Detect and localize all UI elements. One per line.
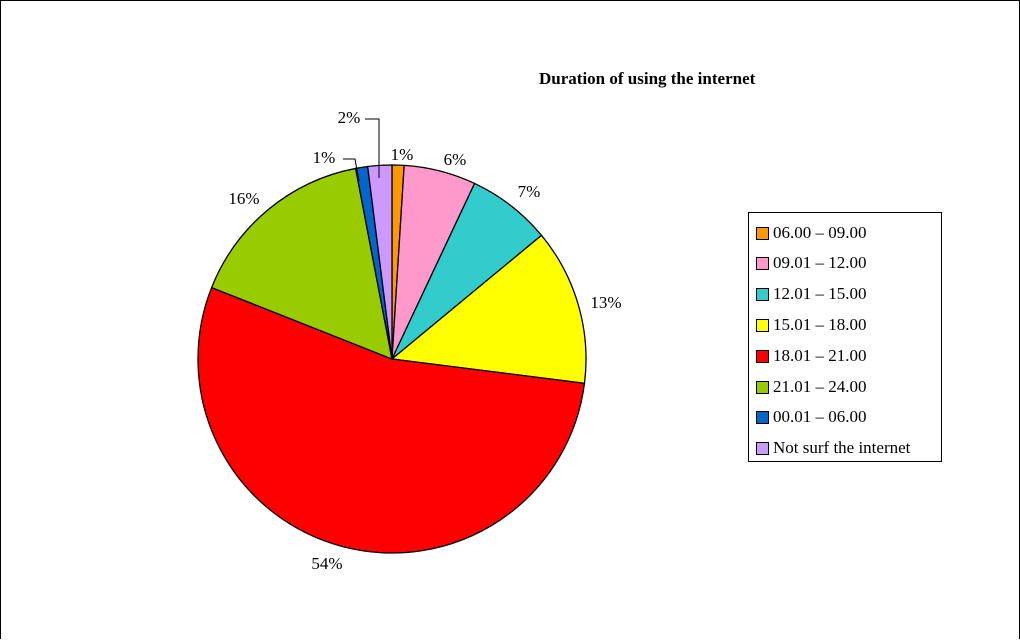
leader-line: [343, 158, 360, 182]
data-label: 2%: [338, 108, 361, 127]
legend: 06.00 – 09.00 09.01 – 12.00 12.01 – 15.00 1…: [748, 212, 942, 462]
legend-label: 18.01 – 21.00: [773, 346, 867, 365]
pie-slice: [390, 234, 587, 385]
legend-swatch: [756, 318, 769, 332]
legend-item: Not surf the internet: [756, 438, 910, 458]
legend-swatch: [756, 287, 769, 301]
legend-item: 18.01 – 21.00: [756, 346, 867, 366]
legend-item: 12.01 – 15.00: [756, 284, 867, 304]
data-label: 1%: [313, 148, 336, 167]
legend-swatch: [756, 226, 769, 240]
legend-label: 15.01 – 18.00: [773, 315, 867, 334]
data-label: 7%: [518, 182, 541, 201]
data-label: 16%: [228, 189, 259, 208]
legend-item: 06.00 – 09.00: [756, 223, 867, 243]
chart-title: Duration of using the internet: [539, 69, 756, 88]
legend-item: 00.01 – 06.00: [756, 407, 867, 427]
legend-swatch: [756, 410, 769, 424]
pie-slice: [210, 167, 393, 361]
legend-item: 15.01 – 18.00: [756, 315, 867, 335]
leader-lines: [343, 118, 380, 182]
legend-swatch: [756, 380, 769, 394]
legend-item: 21.01 – 24.00: [756, 377, 867, 397]
legend-label: 00.01 – 06.00: [773, 407, 867, 426]
data-label: 13%: [590, 293, 621, 312]
leader-line: [365, 118, 380, 178]
data-labels: 1% 6% 7% 13% 54% 16% 1% 2%: [228, 108, 621, 573]
legend-item: 09.01 – 12.00: [756, 253, 867, 273]
pie-slice: [197, 286, 586, 554]
data-label: 54%: [311, 554, 342, 573]
legend-swatch: [756, 349, 769, 363]
legend-swatch: [756, 441, 769, 455]
legend-label: 21.01 – 24.00: [773, 377, 867, 396]
legend-label: Not surf the internet: [773, 438, 911, 457]
pie-slice: [366, 164, 393, 360]
legend-label: 12.01 – 15.00: [773, 284, 867, 303]
legend-label: 09.01 – 12.00: [773, 253, 867, 272]
pie-slices: [197, 164, 587, 554]
legend-swatch: [756, 256, 769, 270]
legend-label: 06.00 – 09.00: [773, 223, 867, 242]
data-label: 1%: [391, 145, 414, 164]
data-label: 6%: [444, 150, 467, 169]
